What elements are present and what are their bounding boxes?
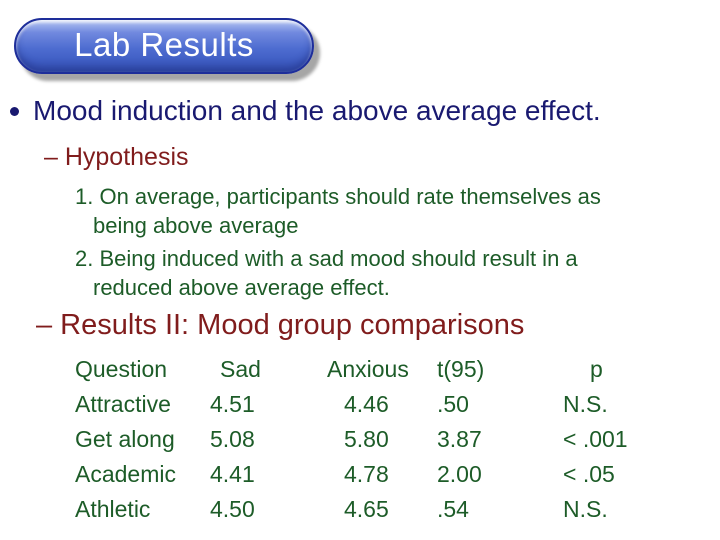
table-header-question: Question <box>75 356 168 382</box>
table-header-anxious: Anxious <box>327 356 409 382</box>
main-bullet-text: Mood induction and the above average eff… <box>33 95 601 126</box>
slide-title: Lab Results <box>74 26 254 63</box>
table-cell: N.S. <box>563 391 608 417</box>
table-cell: Academic <box>75 461 176 487</box>
hypothesis-item-1: 1. On average, participants should rate … <box>75 184 601 238</box>
table-cell: 3.87 <box>437 426 482 452</box>
table-cell: 5.80 <box>344 426 389 452</box>
table-cell: < .05 <box>563 461 615 487</box>
table-cell: 5.08 <box>210 426 255 452</box>
table-cell: 4.46 <box>344 391 389 417</box>
hypothesis-item-2: 2. Being induced with a sad mood should … <box>75 246 578 300</box>
hypothesis-heading: – Hypothesis <box>44 143 189 171</box>
table-cell: Athletic <box>75 496 151 522</box>
table-cell: < .001 <box>563 426 628 452</box>
table-cell: 4.50 <box>210 496 255 522</box>
table-cell: Get along <box>75 426 175 452</box>
table-cell: N.S. <box>563 496 608 522</box>
results-heading: – Results II: Mood group comparisons <box>36 309 525 341</box>
results-table: Question Sad Anxious t(95) p Attractive … <box>0 352 653 527</box>
table-cell: 2.00 <box>437 461 482 487</box>
table-cell: .50 <box>437 391 469 417</box>
table-cell: 4.78 <box>344 461 389 487</box>
table-cell: 4.65 <box>344 496 389 522</box>
bullet-dot-icon <box>10 107 19 116</box>
table-header-sad: Sad <box>220 356 261 382</box>
table-header-p: p <box>590 356 603 382</box>
table-cell: 4.41 <box>210 461 255 487</box>
table-header-t95: t(95) <box>437 356 485 382</box>
title-bubble: Lab Results <box>14 18 314 74</box>
hypothesis-items: 1. On average, participants should rate … <box>75 182 675 306</box>
table-cell: .54 <box>437 496 469 522</box>
table-cell: 4.51 <box>210 391 255 417</box>
table-cell: Attractive <box>75 391 171 417</box>
